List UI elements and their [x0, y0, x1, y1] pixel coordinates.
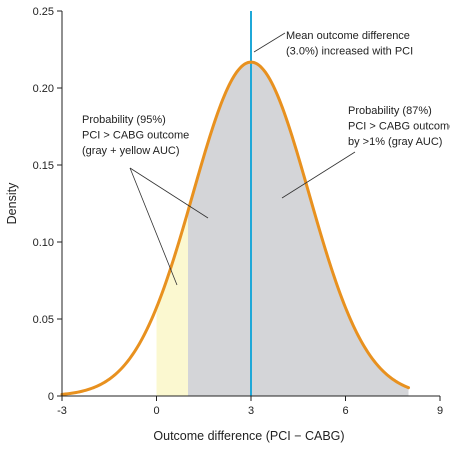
annotation-line: Probability (95%) — [82, 114, 166, 126]
leader-line — [253, 32, 286, 53]
shaded-region-1 — [188, 62, 409, 397]
y-tick-label: 0.15 — [33, 160, 54, 172]
y-axis-label: Density — [5, 182, 19, 224]
x-tick-label: 9 — [437, 405, 443, 417]
density-curve — [60, 60, 410, 396]
x-tick-label: 3 — [248, 405, 254, 417]
annotation-line: PCI > CABG outcome — [82, 130, 189, 142]
x-tick-label: 0 — [153, 405, 159, 417]
x-tick-label: -3 — [57, 405, 67, 417]
x-ticks: -3 0 3 6 9 — [57, 396, 443, 417]
annotation-line: (3.0%) increased with PCI — [286, 46, 413, 58]
y-tick-label: 0.20 — [33, 83, 54, 95]
y-tick-label: 0.05 — [33, 314, 54, 326]
x-tick-label: 6 — [342, 405, 348, 417]
x-axis-label: Outcome difference (PCI − CABG) — [153, 429, 344, 443]
annotation-3: Probability (87%) PCI > CABG outcome by >1… — [348, 105, 450, 148]
leader-line — [281, 151, 356, 199]
y-tick-label: 0 — [48, 391, 54, 403]
annotations: Mean outcome difference (3.0%) increased … — [82, 30, 450, 157]
y-tick-label: 0.25 — [33, 6, 54, 18]
y-tick-label: 0.10 — [33, 237, 54, 249]
annotation-line: Mean outcome difference — [286, 30, 410, 42]
annotation-1: Mean outcome difference (3.0%) increased … — [286, 30, 413, 58]
annotation-leaders — [129, 32, 356, 286]
annotation-2: Probability (95%) PCI > CABG outcome (gray… — [82, 114, 189, 157]
annotation-line: Probability (87%) — [348, 105, 432, 117]
leader-line — [129, 167, 209, 219]
leader-line — [129, 167, 178, 286]
shaded-regions — [156, 62, 409, 397]
annotation-line: by >1% (gray AUC) — [348, 136, 442, 148]
annotation-line: (gray + yellow AUC) — [82, 145, 180, 157]
annotation-line: PCI > CABG outcome — [348, 121, 450, 133]
y-ticks: 0 0.05 0.10 0.15 0.20 0.25 — [33, 6, 62, 403]
shaded-region-0 — [156, 211, 188, 396]
